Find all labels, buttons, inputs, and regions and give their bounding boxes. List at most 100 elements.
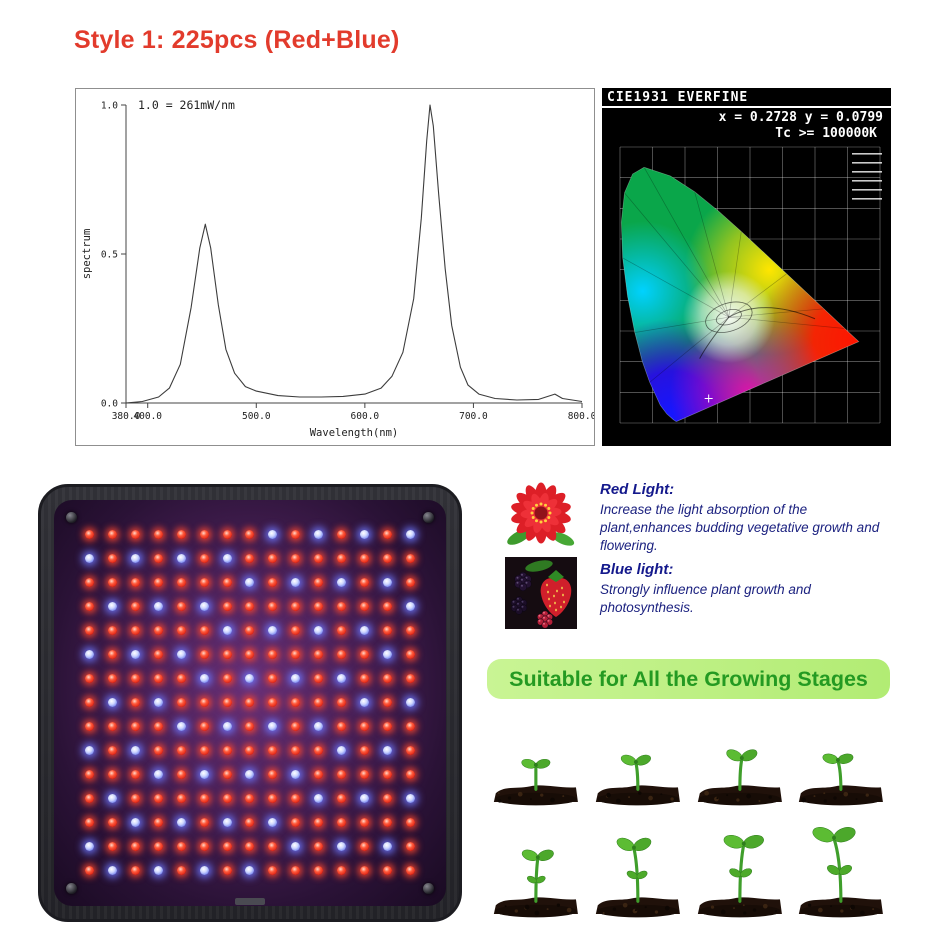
screw-icon [66, 512, 77, 523]
led-red [176, 745, 186, 755]
led-red [337, 529, 347, 539]
led-red [153, 553, 163, 563]
growth-stage-image [487, 704, 585, 812]
led-red [245, 553, 255, 563]
seedling-illustration [697, 835, 782, 918]
led-red [245, 721, 255, 731]
led-red [130, 577, 140, 587]
led-red [406, 865, 416, 875]
led-blue [337, 745, 347, 755]
svg-text:Wavelength(nm): Wavelength(nm) [310, 427, 399, 439]
led-red [199, 721, 209, 731]
led-red [199, 553, 209, 563]
led-red [406, 841, 416, 851]
led-red [107, 553, 117, 563]
led-red [268, 697, 278, 707]
led-grid [78, 522, 422, 882]
led-red [314, 649, 324, 659]
led-red [406, 673, 416, 683]
led-blue [107, 793, 117, 803]
led-red [406, 577, 416, 587]
spectrum-chart: 1.0 0.5 0.0 380.0 400.0 500.0 600.0 700.0 800.0 1… [75, 88, 597, 446]
led-red [383, 697, 393, 707]
led-red [268, 553, 278, 563]
led-red [176, 841, 186, 851]
led-blue [130, 745, 140, 755]
led-red [153, 649, 163, 659]
blue-light-feature: Blue light: Strongly influence plant gro… [600, 561, 902, 617]
svg-text:400.0: 400.0 [133, 411, 162, 422]
banner-text: Suitable for All the Growing Stages [509, 666, 868, 691]
berries-illustration [505, 557, 577, 629]
svg-text:spectrum: spectrum [81, 229, 93, 280]
led-red [222, 601, 232, 611]
blue-light-title: Blue light: [600, 561, 674, 578]
led-red [337, 601, 347, 611]
led-red [153, 721, 163, 731]
led-red [268, 673, 278, 683]
led-blue [360, 529, 370, 539]
led-blue [245, 865, 255, 875]
growth-stage-image [487, 816, 585, 924]
led-blue [176, 553, 186, 563]
led-red [176, 769, 186, 779]
led-red [268, 745, 278, 755]
screw-icon [66, 883, 77, 894]
led-red [337, 865, 347, 875]
svg-text:800.0: 800.0 [568, 411, 594, 422]
led-red [383, 817, 393, 827]
red-light-feature: Red Light: Increase the light absorption… [600, 481, 902, 554]
led-red [268, 793, 278, 803]
led-red [291, 649, 301, 659]
led-red [176, 577, 186, 587]
led-red [222, 745, 232, 755]
led-blue [314, 529, 324, 539]
led-red [84, 769, 94, 779]
led-red [268, 577, 278, 587]
seedling-illustration [595, 837, 680, 918]
led-blue [406, 529, 416, 539]
led-red [84, 673, 94, 683]
led-blue [153, 601, 163, 611]
led-red [360, 577, 370, 587]
led-red [222, 769, 232, 779]
led-red [199, 529, 209, 539]
led-red [153, 625, 163, 635]
led-blue [314, 793, 324, 803]
berries-image [505, 557, 577, 629]
led-blue [130, 817, 140, 827]
led-blue [406, 697, 416, 707]
led-red [383, 721, 393, 731]
led-blue [360, 697, 370, 707]
led-red [199, 793, 209, 803]
led-blue [130, 649, 140, 659]
led-red [383, 529, 393, 539]
led-blue [176, 721, 186, 731]
led-blue [314, 721, 324, 731]
cie-title: CIE1931 EVERFINE [602, 88, 891, 108]
led-blue [337, 841, 347, 851]
led-red [199, 817, 209, 827]
led-red [314, 577, 324, 587]
led-blue [337, 577, 347, 587]
led-blue [268, 529, 278, 539]
led-red [222, 865, 232, 875]
led-blue [360, 793, 370, 803]
led-blue [291, 769, 301, 779]
led-red [199, 697, 209, 707]
led-blue [245, 673, 255, 683]
page-title: Style 1: 225pcs (Red+Blue) [74, 26, 400, 54]
led-red [84, 625, 94, 635]
seedling-illustration [697, 749, 782, 806]
led-blue [153, 865, 163, 875]
led-red [107, 649, 117, 659]
led-grow-light-panel [38, 484, 462, 922]
led-red [337, 769, 347, 779]
led-red [291, 817, 301, 827]
led-red [383, 673, 393, 683]
led-red [130, 721, 140, 731]
led-red [383, 793, 393, 803]
led-red [337, 721, 347, 731]
led-red [176, 673, 186, 683]
